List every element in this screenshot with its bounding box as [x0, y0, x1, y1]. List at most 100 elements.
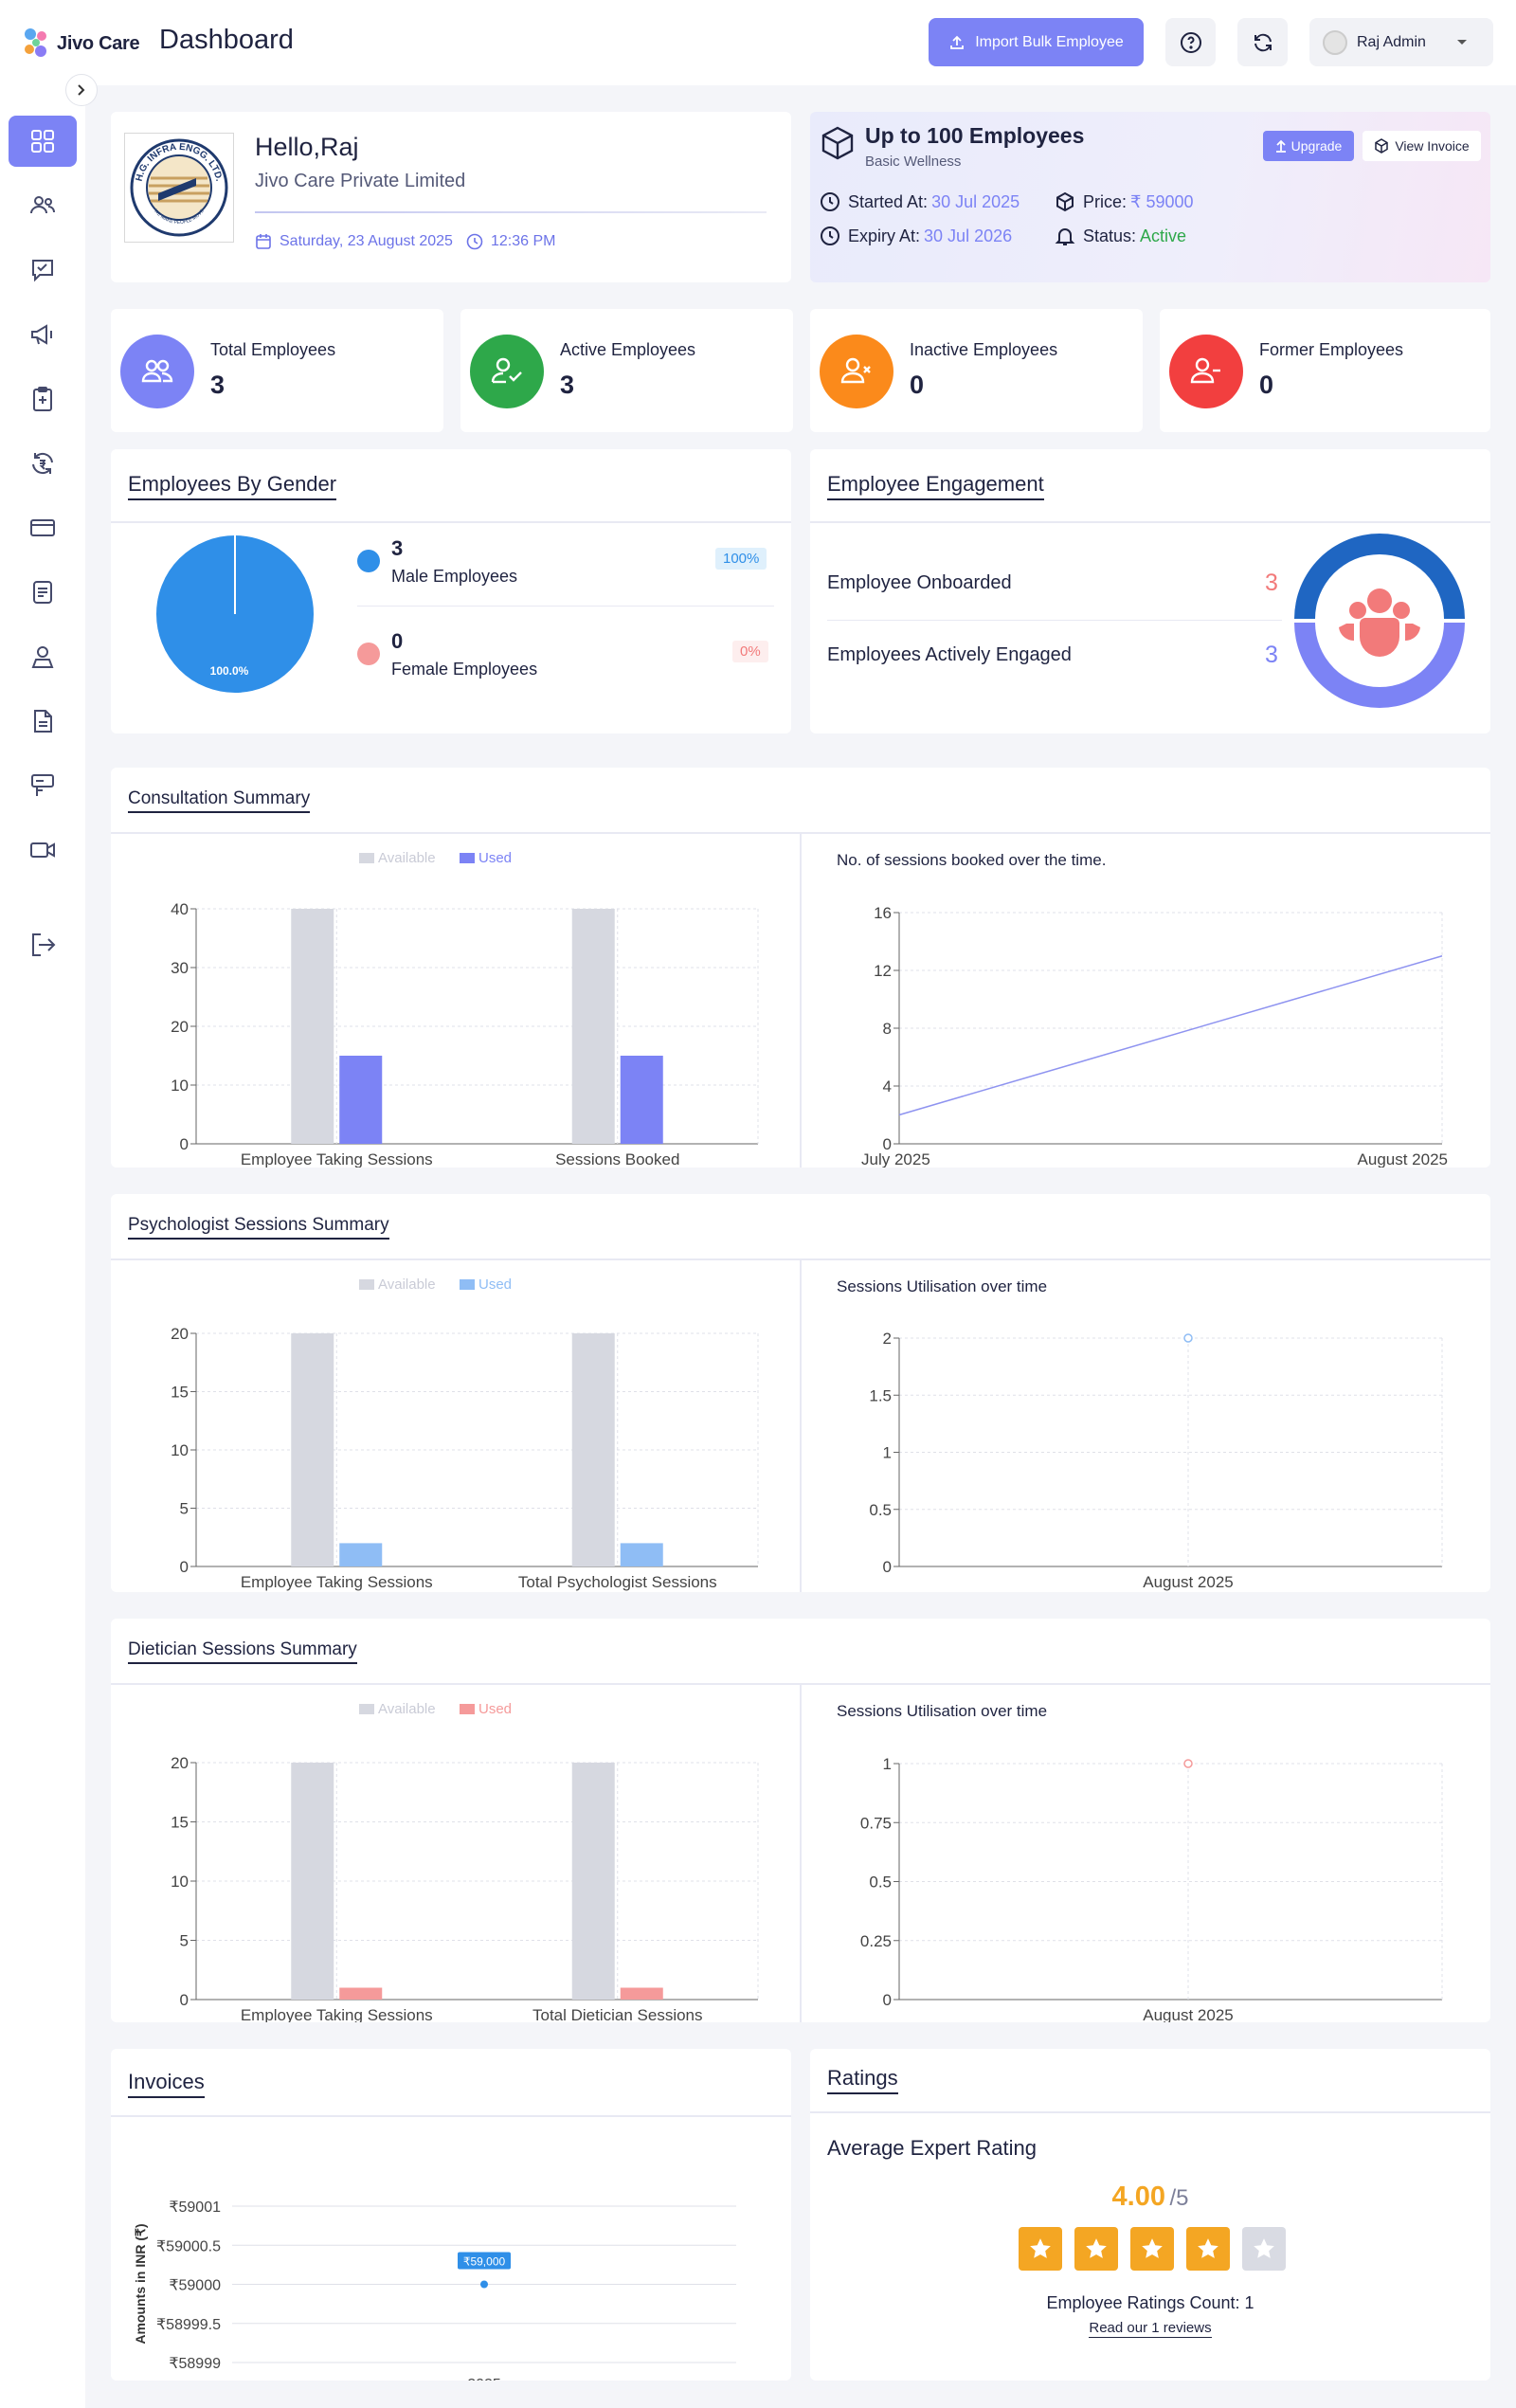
- clock-icon: [821, 226, 839, 245]
- y-tick-label: 0.5: [869, 1501, 892, 1519]
- y-tick-label: 0.75: [860, 1814, 892, 1832]
- engagement-title: Employee Engagement: [827, 472, 1044, 500]
- stat-active-employees[interactable]: Active Employees 3: [460, 309, 793, 432]
- y-tick-label: 5: [180, 1932, 189, 1950]
- sidebar-item-experts[interactable]: [9, 631, 77, 682]
- consultation-card: Consultation Summary Available Used 0 10 20 3…: [111, 768, 1490, 1168]
- consultation-line-title: No. of sessions booked over the time.: [837, 851, 1107, 869]
- star-filled-icon: [1019, 2227, 1062, 2271]
- stat-value: 3: [560, 371, 575, 399]
- stat-label: Inactive Employees: [910, 340, 1058, 359]
- sidebar-item-billing[interactable]: [9, 502, 77, 553]
- data-point: [1183, 1333, 1193, 1343]
- bar-available: [571, 909, 615, 1144]
- y-tick-label: 0: [180, 1991, 189, 2009]
- star-filled-icon: [1186, 2227, 1230, 2271]
- sidebar-item-feedback[interactable]: [9, 760, 77, 811]
- y-tick-label: 30: [171, 959, 189, 977]
- current-time: 12:36 PM: [490, 233, 556, 249]
- y-tick-label: 0: [883, 1991, 892, 2009]
- y-tick-label: ₹58999.5: [156, 2317, 221, 2333]
- psychologist-line-title: Sessions Utilisation over time: [837, 1277, 1048, 1295]
- stat-inactive-employees[interactable]: Inactive Employees 0: [810, 309, 1143, 432]
- user-menu[interactable]: Raj Admin: [1309, 18, 1493, 66]
- arrow-up-icon: [1275, 139, 1286, 153]
- y-axis-label: Amounts in INR (₹): [133, 2223, 148, 2344]
- star-filled-icon: [1074, 2227, 1118, 2271]
- x-tick-label: 2025: [467, 2377, 501, 2381]
- sidebar-item-reports[interactable]: [9, 567, 77, 618]
- former-employees-icon-bg: [1169, 335, 1243, 408]
- started-value: 30 Jul 2025: [931, 191, 1020, 211]
- help-button[interactable]: [1165, 18, 1216, 66]
- sidebar-collapse-button[interactable]: [65, 74, 98, 106]
- invoices-card: Invoices ₹58999 ₹58999.5 ₹59000 ₹59000.5 ₹59…: [111, 2049, 791, 2381]
- legend-swatch: [460, 1704, 475, 1714]
- male-count: 3: [391, 536, 404, 560]
- engaged-value: 3: [1265, 642, 1278, 668]
- data-label-bg: [458, 2252, 511, 2270]
- legend-swatch: [460, 853, 475, 863]
- y-tick-label: 8: [883, 1020, 892, 1038]
- logout-icon: [32, 933, 56, 956]
- legend-label: Used: [478, 850, 512, 866]
- consultation-bar-chart: Available Used 0 10 20 30 40 Employee Taking Se…: [171, 850, 759, 1168]
- y-tick-label: 0.25: [860, 1932, 892, 1950]
- current-date: Saturday, 23 August 2025: [280, 233, 453, 249]
- price-value: ₹ 59000: [1130, 191, 1194, 211]
- x-tick-label: Sessions Booked: [555, 1150, 679, 1168]
- stat-value: 0: [1259, 371, 1274, 399]
- stat-former-employees[interactable]: Former Employees 0: [1160, 309, 1490, 432]
- y-tick-label: ₹59001: [169, 2200, 221, 2216]
- sidebar-item-employees[interactable]: [9, 180, 77, 231]
- sidebar-item-consultations[interactable]: [9, 244, 77, 296]
- user-x-icon: [840, 357, 871, 384]
- psychologist-card: Psychologist Sessions Summary Available U…: [111, 1194, 1490, 1592]
- clipboard-plus-icon: [33, 387, 52, 411]
- pie-slice-label: 100.0%: [210, 664, 249, 678]
- bar-used: [620, 1987, 663, 2000]
- refresh-button[interactable]: [1237, 18, 1288, 66]
- legend-label: Available: [378, 1276, 436, 1293]
- upload-icon: [950, 35, 965, 49]
- inactive-employees-icon-bg: [820, 335, 893, 408]
- bar-used: [339, 1056, 383, 1144]
- upgrade-button[interactable]: Upgrade: [1263, 131, 1354, 161]
- ratings-title: Ratings: [827, 2066, 898, 2094]
- y-tick-label: 20: [171, 1018, 189, 1036]
- credit-card-icon: [30, 519, 55, 536]
- app-logo[interactable]: Jivo Care: [21, 23, 140, 64]
- rating-stars: [1019, 2227, 1288, 2271]
- y-tick-label: 20: [171, 1325, 189, 1343]
- y-tick-label: 15: [171, 1814, 189, 1832]
- sidebar-item-documents[interactable]: [9, 696, 77, 747]
- user-minus-icon: [1190, 357, 1220, 384]
- view-invoice-button[interactable]: View Invoice: [1363, 131, 1481, 161]
- sidebar-item-health-records[interactable]: [9, 373, 77, 425]
- package-icon: [1056, 191, 1074, 212]
- stat-value: 3: [210, 371, 226, 399]
- team-icon: [1339, 588, 1420, 657]
- legend-label: Available: [378, 1701, 436, 1717]
- female-label: Female Employees: [391, 660, 538, 679]
- sidebar-item-announcements[interactable]: [9, 309, 77, 360]
- jivo-logo-icon: [25, 28, 46, 57]
- stat-total-employees[interactable]: Total Employees 3: [111, 309, 443, 432]
- data-label: ₹59,000: [463, 2255, 506, 2269]
- users-icon: [141, 359, 173, 383]
- total-employees-icon-bg: [120, 335, 194, 408]
- bar-available: [571, 1763, 615, 2000]
- y-tick-label: 20: [171, 1754, 189, 1772]
- read-reviews-link[interactable]: Read our 1 reviews: [810, 2320, 1490, 2338]
- help-icon: [1180, 31, 1201, 53]
- greeting: Hello,Raj: [255, 133, 359, 161]
- psychologist-line-chart: 0 0.5 1 1.5 2 August 2025: [869, 1330, 1443, 1591]
- series-line: [898, 955, 1443, 1116]
- y-tick-label: 0: [883, 1558, 892, 1576]
- onboarded-label: Employee Onboarded: [827, 572, 1012, 593]
- import-bulk-employee-button[interactable]: Import Bulk Employee: [929, 18, 1144, 66]
- sidebar-item-payments[interactable]: [9, 438, 77, 489]
- sidebar-item-video[interactable]: [9, 824, 77, 876]
- sidebar-item-logout[interactable]: [9, 919, 77, 970]
- sidebar-item-dashboard[interactable]: [9, 116, 77, 167]
